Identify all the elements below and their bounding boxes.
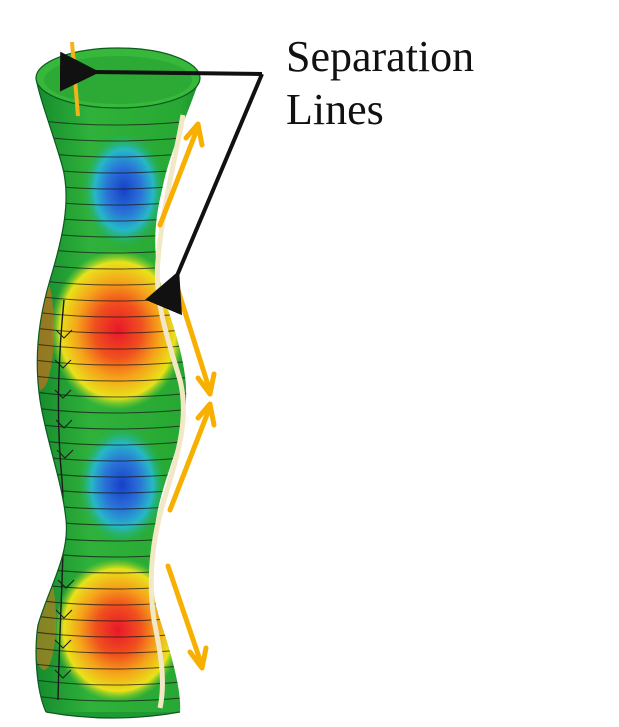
streamline-left — [57, 299, 65, 701]
flow-arrows — [157, 121, 217, 671]
separation-lines-label: Separation Lines — [286, 32, 475, 134]
pressure-blob-blue-2 — [78, 425, 166, 545]
pressure-blob-blue-1 — [82, 132, 166, 248]
pointer-arrow-top — [59, 51, 263, 92]
flow-arrow-down-2 — [165, 563, 209, 671]
flow-tick-marks — [54, 329, 75, 679]
flow-arrow-up-1 — [157, 121, 205, 228]
pointer-arrow-wavy — [145, 73, 264, 316]
flow-arrow-down-1 — [175, 287, 217, 397]
separation-line-wavy — [148, 114, 186, 709]
flow-arrow-up-2 — [167, 401, 217, 513]
label-pointer-arrows — [59, 51, 264, 316]
